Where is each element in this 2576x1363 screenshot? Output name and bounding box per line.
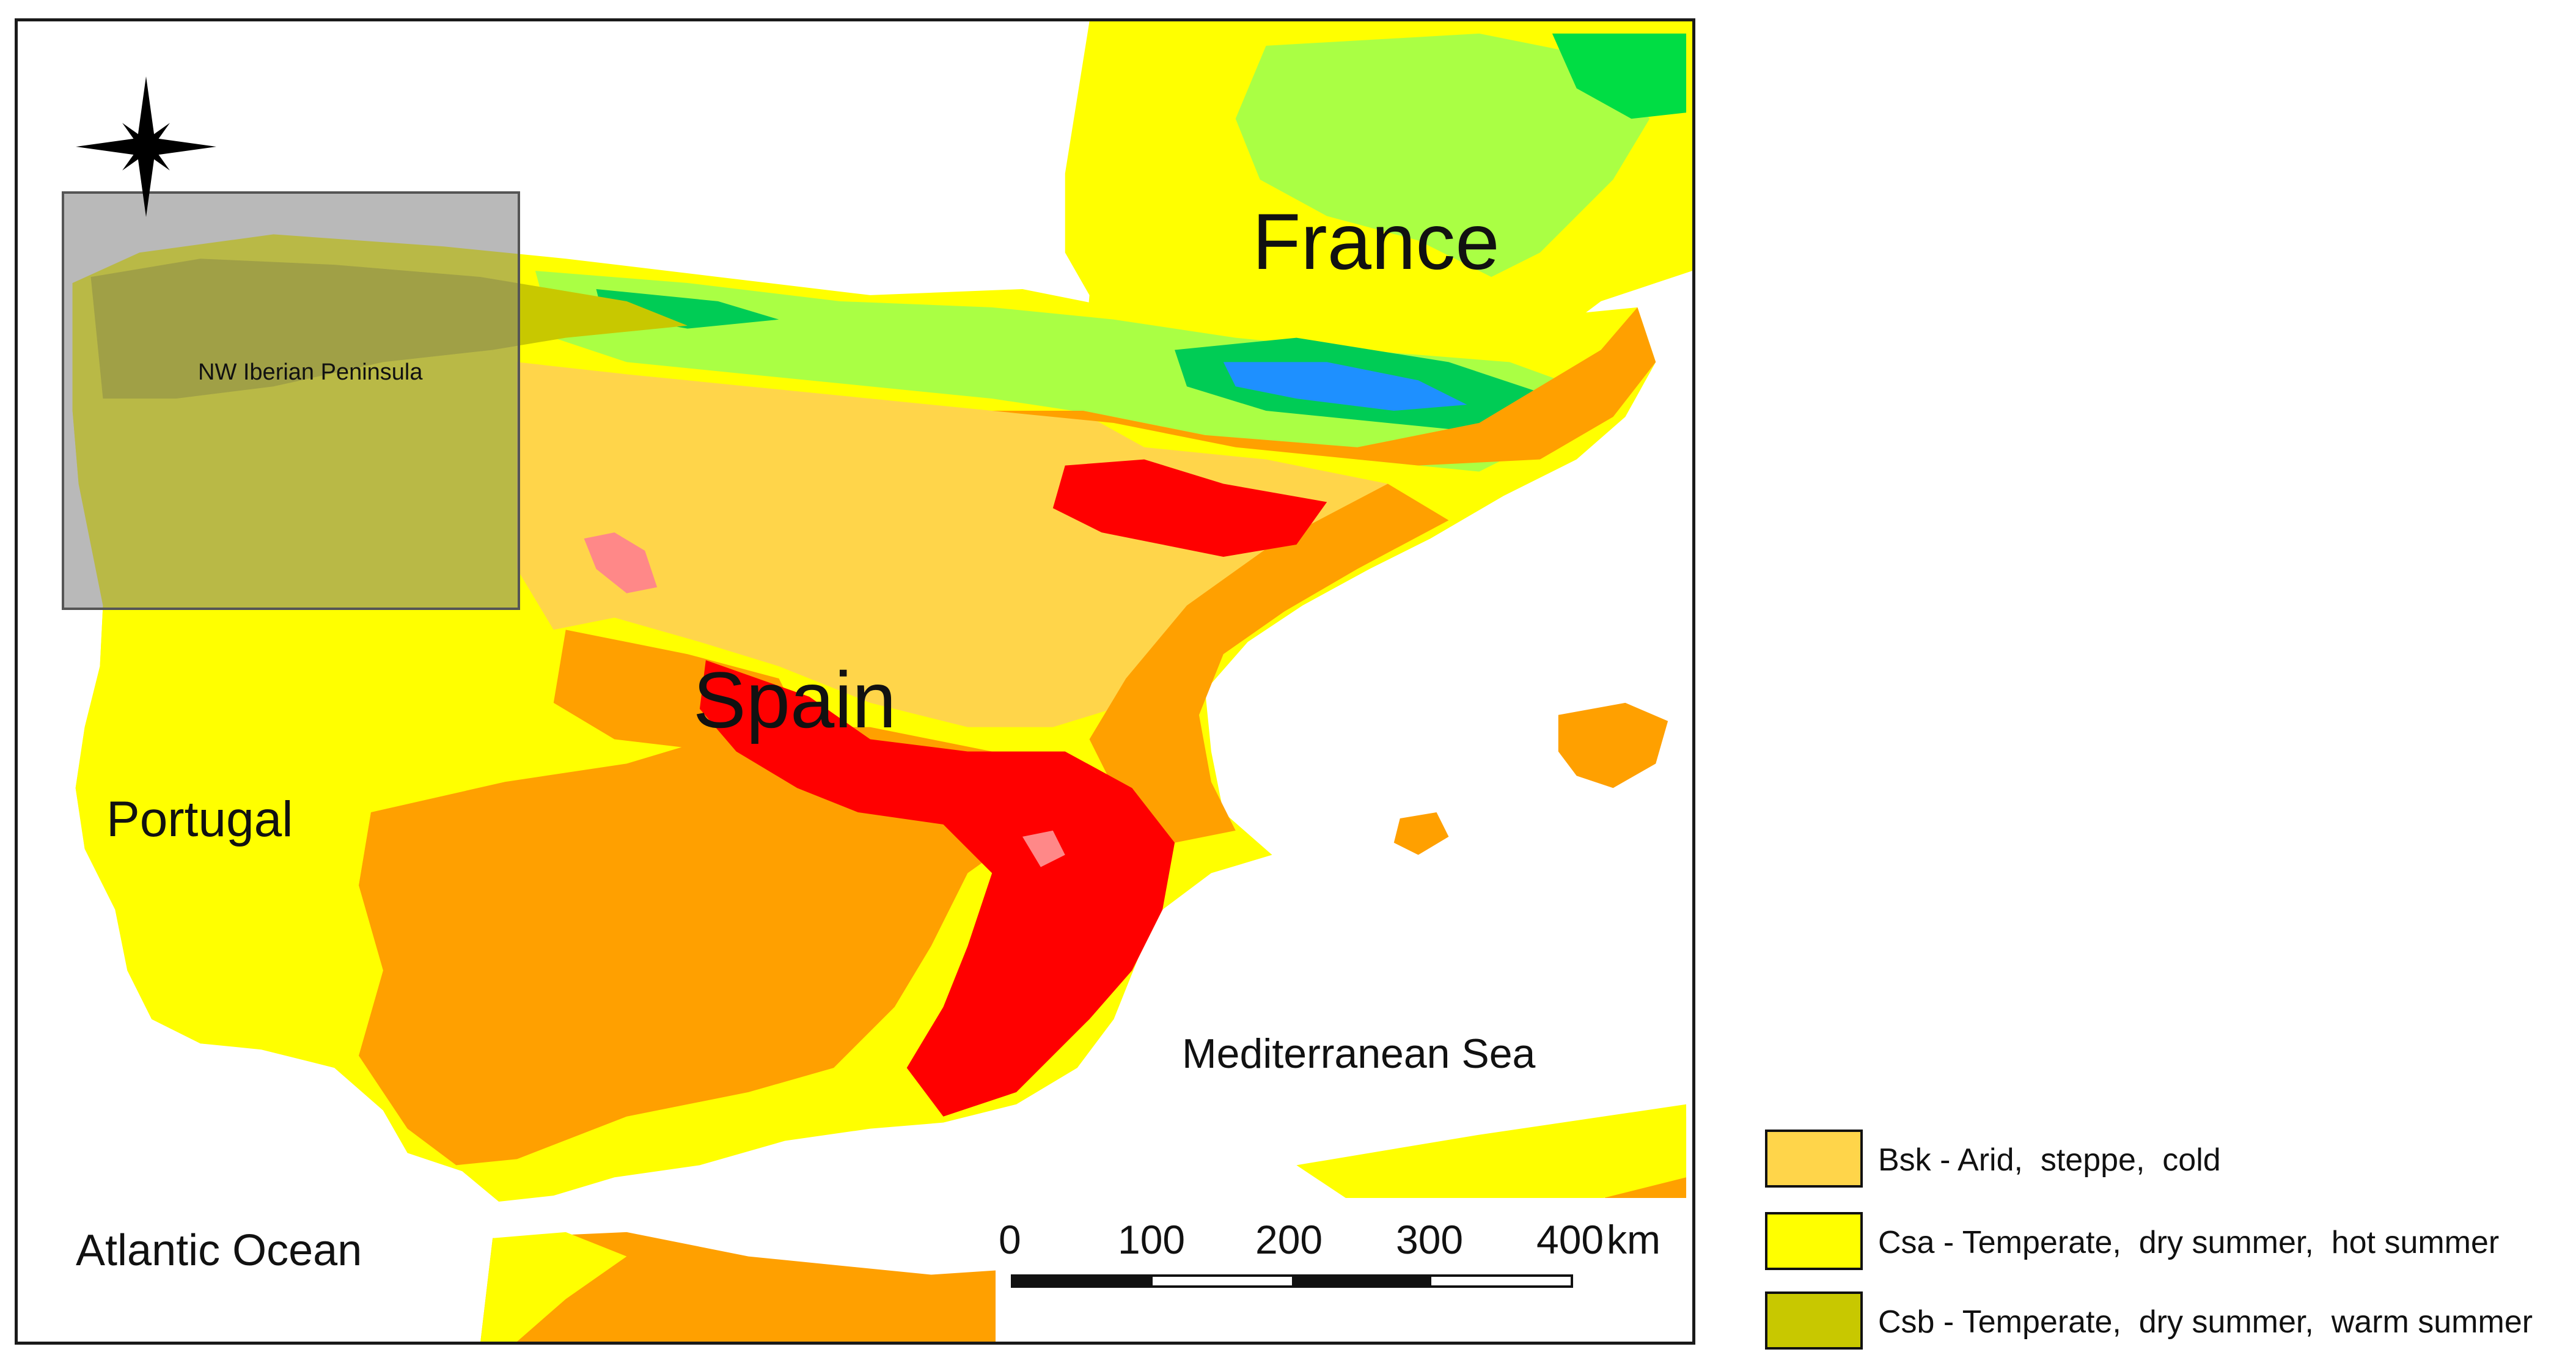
morocco-csa	[1296, 1104, 1687, 1226]
scale-bar-track	[1011, 1274, 1573, 1288]
compass-star-icon	[76, 76, 216, 217]
france-cfb-zone	[1235, 33, 1650, 277]
pink-patch-east	[1022, 830, 1065, 867]
ibiza-island	[1393, 812, 1449, 855]
mallorca-island	[1558, 702, 1668, 788]
scale-tick-0: 0	[999, 1217, 1021, 1262]
legend-item-bsk: Bsk - Arid, steppe, cold	[1765, 1130, 2572, 1200]
scale-segment	[1013, 1277, 1153, 1285]
scale-segment	[1292, 1277, 1431, 1285]
scale-unit: km	[1607, 1217, 1660, 1262]
scale-segment	[1153, 1277, 1292, 1285]
legend-item-csb: Csb - Temperate, dry summer, warm summer	[1765, 1291, 2572, 1362]
northern-cfb-band	[535, 271, 1577, 472]
scale-bar: 0 100 200 300 400 km	[996, 1198, 1692, 1342]
legend-swatch-csb	[1765, 1291, 1863, 1350]
legend-label-csb: Csb - Temperate, dry summer, warm summer	[1878, 1304, 2533, 1340]
label-mediterranean-sea: Mediterranean Sea	[1182, 1031, 1536, 1077]
pink-patch-center	[584, 532, 658, 593]
legend-swatch-csa	[1765, 1212, 1863, 1270]
label-france: France	[1252, 197, 1500, 286]
legend-label-csa: Csa - Temperate, dry summer, hot summer	[1878, 1225, 2500, 1260]
france-dfb-zone	[1552, 33, 1687, 119]
legend-swatch-bsk	[1765, 1130, 1863, 1188]
scale-tick-300: 300	[1396, 1217, 1464, 1262]
legend-item-csa: Csa - Temperate, dry summer, hot summer	[1765, 1212, 2572, 1282]
scale-segment	[1431, 1277, 1571, 1285]
pyrenees-dfc	[1223, 362, 1467, 411]
climate-map[interactable]: France Spain Portugal Atlantic Ocean Med…	[15, 18, 1695, 1345]
legend-label-bsk: Bsk - Arid, steppe, cold	[1878, 1142, 2221, 1178]
scale-tick-100: 100	[1118, 1217, 1186, 1262]
southern-bsh-zone	[358, 727, 1053, 1166]
ebro-bsh-zone	[992, 307, 1656, 466]
label-portugal: Portugal	[106, 792, 293, 847]
nw-iberia-inset-box[interactable]	[62, 191, 520, 610]
scale-tick-200: 200	[1255, 1217, 1323, 1262]
ebro-red-zone	[1052, 459, 1327, 557]
east-coast-bsh	[1089, 483, 1449, 843]
southeast-red-zone	[699, 660, 1175, 1117]
label-spain: Spain	[693, 655, 897, 744]
scale-tick-400: 400	[1536, 1217, 1604, 1262]
label-atlantic-ocean: Atlantic Ocean	[76, 1226, 362, 1275]
label-nw-iberian-peninsula: NW Iberian Peninsula	[198, 359, 423, 385]
north-africa-csa	[480, 1232, 627, 1342]
